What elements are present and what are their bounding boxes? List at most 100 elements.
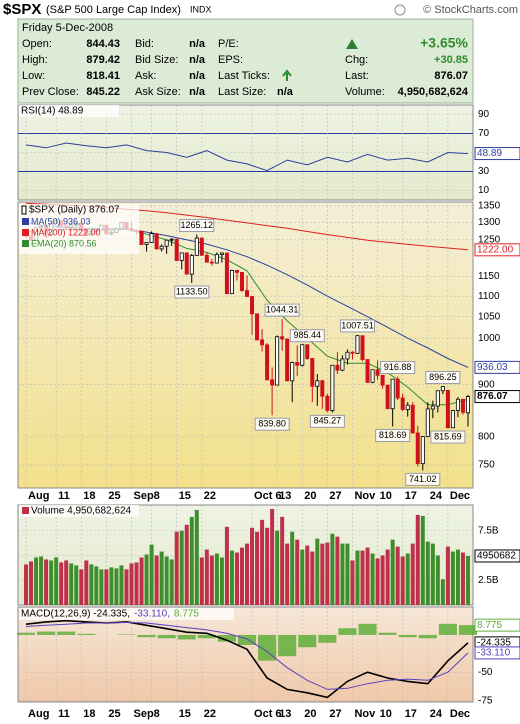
series-line (25, 621, 469, 690)
histogram-bar (16, 632, 36, 635)
annotation-box (430, 430, 466, 444)
axis-tag-box (474, 390, 520, 404)
candle-body (229, 269, 234, 295)
candle-body (184, 252, 189, 275)
histogram-bar (258, 634, 277, 661)
candle-body (305, 344, 310, 359)
candle-body (405, 404, 410, 410)
candle-body (310, 358, 315, 387)
candle-body (239, 271, 244, 291)
candle-body (219, 252, 224, 255)
volume-bar (229, 550, 234, 605)
axis-tag: 48.89 (474, 147, 520, 161)
candle-body (300, 344, 305, 366)
axis-tag-box (474, 646, 520, 660)
volume-bar (189, 516, 194, 605)
field-label: Prev Close: (22, 86, 79, 98)
volume-bar (445, 546, 450, 605)
candle-body (360, 335, 365, 360)
field-value: +30.85 (434, 54, 468, 66)
x-tick-label: Oct 6 (254, 708, 282, 720)
legend-label: MACD(12,26,9) -24.335, (21, 609, 130, 620)
tick-arrow (282, 69, 292, 81)
volume-bar (460, 552, 465, 605)
volume-bar (174, 531, 179, 605)
axis-tag-box (474, 549, 520, 563)
annotation: 839.80 (258, 419, 286, 429)
volume-bar (300, 549, 305, 605)
volume-bar (350, 560, 355, 605)
axis-tag: 876.07 (474, 390, 520, 404)
volume-bar (435, 555, 440, 605)
annotation-box (254, 417, 290, 431)
y-tick-label: 1300 (478, 217, 501, 228)
series-line (25, 142, 469, 172)
volume-bar (395, 546, 400, 605)
y-tick-label: 70 (478, 128, 490, 139)
candle-body (350, 351, 355, 354)
candle-body (460, 398, 465, 413)
candle-body (169, 238, 174, 241)
x-tick-label: 18 (83, 708, 95, 720)
candle-body (209, 261, 214, 264)
histogram-bar (217, 634, 236, 642)
volume-bar (44, 559, 49, 605)
volume-bar (169, 559, 174, 605)
volume-bar (129, 563, 134, 605)
field-value: n/a (189, 54, 206, 66)
x-tick-label: 15 (179, 708, 191, 720)
candle-body (280, 336, 285, 340)
volume-bar (49, 560, 54, 605)
y-tick-label: 1000 (478, 333, 501, 344)
x-tick-label: 17 (405, 490, 417, 502)
histogram-bar (358, 623, 377, 635)
volume-bar (94, 566, 99, 605)
annotation-box (425, 371, 461, 385)
y-tick-label: -75 (478, 695, 493, 706)
histogram-bar (157, 634, 176, 639)
axis-tag-label: 1222.00 (477, 244, 514, 255)
x-tick-label: 27 (329, 708, 341, 720)
candle-body (380, 374, 385, 386)
volume-bar (54, 557, 59, 605)
volume-bar (59, 562, 64, 605)
y-tick-label: 1350 (478, 201, 501, 212)
candle-body (450, 410, 455, 429)
x-tick-label: Dec (450, 708, 470, 720)
annotation-box (174, 285, 210, 299)
histogram-bar (398, 634, 417, 638)
x-tick-label: 8 (154, 490, 160, 502)
candle-body (440, 386, 445, 392)
volume-bar (440, 579, 445, 605)
field-value: 845.22 (86, 86, 120, 98)
candle-body (385, 384, 390, 410)
volume-bar (124, 569, 129, 605)
axis-tag: 1222.00 (474, 243, 520, 257)
volume-bar (114, 568, 119, 605)
candle-body (164, 239, 169, 247)
candle-body (149, 233, 154, 243)
x-tick-label: 8 (154, 708, 160, 720)
histogram-bar (318, 634, 337, 643)
axis-tag-box (474, 360, 520, 374)
histogram-bar (37, 631, 56, 635)
x-tick-label: 22 (204, 708, 216, 720)
field-label: Last Ticks: (218, 70, 270, 82)
volume-bar (320, 543, 325, 605)
volume-bar (69, 563, 74, 605)
candle-body (425, 408, 430, 438)
field-label: Ask Size: (135, 86, 181, 98)
candle-body (330, 364, 335, 411)
panel-title: RSI(14) 48.89 (21, 106, 84, 117)
annotation: 916.88 (384, 362, 412, 372)
candle-body (174, 238, 179, 261)
y-tick-label: 1250 (478, 234, 501, 245)
axis-tag: 8.775 (474, 618, 520, 632)
volume-bar (139, 557, 144, 605)
symbol-name: (S&P 500 Large Cap Index) (46, 4, 181, 16)
volume-bar (335, 536, 340, 605)
volume-bar (420, 515, 425, 605)
candle-body (159, 245, 164, 250)
annotation-box (380, 360, 416, 374)
histogram-bar (338, 628, 357, 635)
